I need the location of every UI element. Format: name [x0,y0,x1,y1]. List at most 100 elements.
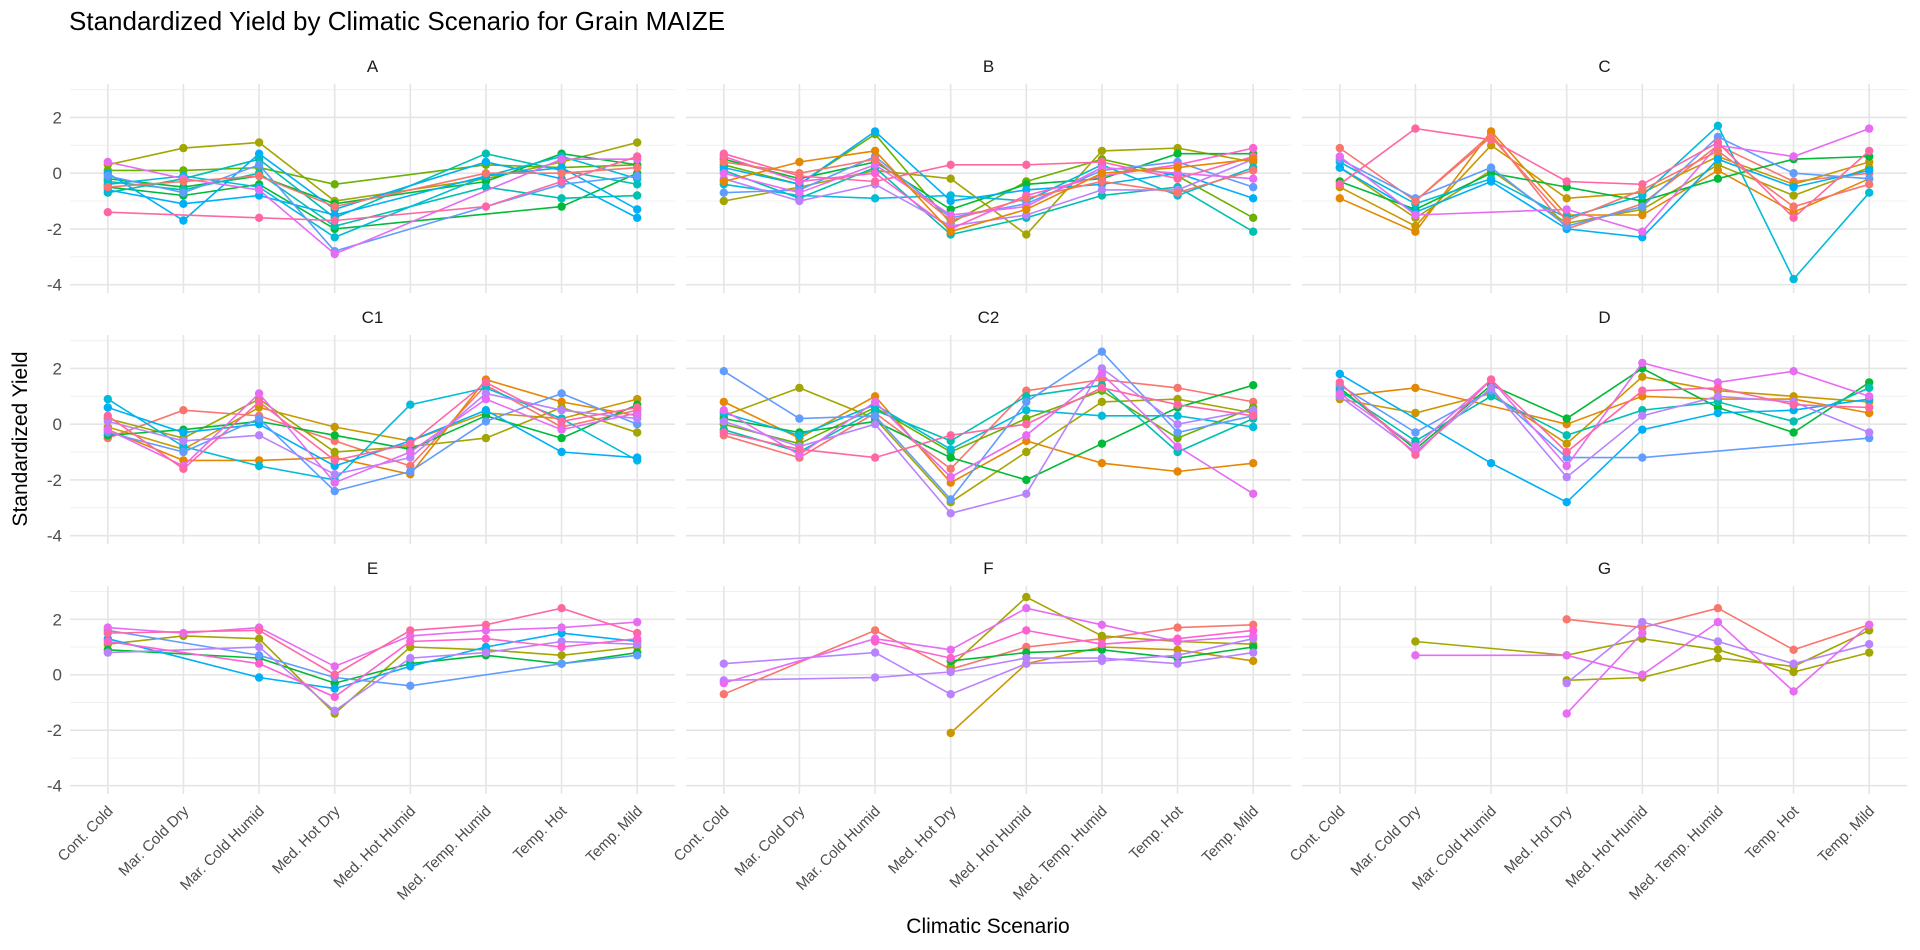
data-point [1249,381,1258,390]
data-point [1249,166,1258,175]
data-point [1097,653,1107,663]
data-point [1097,459,1107,468]
data-point [1097,146,1107,156]
data-point [1713,174,1723,183]
data-point [870,155,880,164]
data-point [330,422,339,432]
panel-label: C1 [362,308,384,327]
series-line [107,629,638,687]
data-point [795,196,804,206]
y-tick-label: 2 [53,359,62,378]
data-point [1638,453,1647,462]
series-line [1339,361,1870,468]
data-point [557,202,566,211]
data-point [1638,617,1647,627]
data-point [254,171,264,181]
data-point [1335,194,1345,203]
series-line [723,158,1254,222]
data-point [1638,386,1647,395]
data-point [1022,447,1031,457]
data-point [1486,459,1496,468]
series-line [723,152,1254,183]
data-point [179,177,188,186]
data-point [1249,648,1258,657]
data-point [1789,428,1798,437]
x-tick-label: Mar. Cold Dry [731,802,808,879]
data-point [1789,182,1798,192]
data-point [1022,489,1031,498]
data-point [1022,653,1031,663]
series-line [1339,127,1870,219]
data-point [103,403,113,412]
data-point [633,191,642,200]
data-point [1486,375,1496,384]
data-point [254,389,264,398]
data-point [946,495,955,504]
data-point [870,637,880,646]
x-tick-label: Cont. Cold [55,803,117,865]
series-line [1339,387,1870,442]
data-point [1713,653,1723,663]
data-point [481,417,491,426]
data-point [719,157,728,167]
data-point [1713,138,1723,147]
x-tick-label: Cont. Cold [671,803,733,865]
data-point [330,456,339,465]
data-point [1335,163,1345,172]
data-point [719,367,728,376]
x-tick-label: Temp. Hot [510,802,571,863]
data-point [1173,442,1182,451]
data-point [946,174,955,183]
data-point [870,420,880,429]
data-point [1789,152,1798,161]
data-point [254,626,264,635]
series-line [107,155,638,222]
data-point [1097,157,1107,167]
panel-label: F [983,559,993,578]
data-point [557,417,566,426]
data-point [1562,205,1571,214]
series-line [1339,158,1870,239]
data-point [330,470,339,479]
data-point [1022,160,1031,169]
data-point [1249,411,1258,420]
data-point [1713,604,1723,613]
data-point [103,208,113,217]
data-point [481,169,491,178]
series-line [1339,367,1870,451]
data-point [1097,631,1107,641]
y-tick-label: -4 [47,777,62,796]
data-point [481,157,491,167]
data-point [1022,406,1031,415]
data-point [1713,121,1723,130]
data-point [870,146,880,156]
data-point [719,417,728,426]
data-point [179,428,188,437]
data-point [1638,628,1647,638]
series-line [723,389,1254,453]
x-tick-label: Med. Hot Humid [1562,803,1651,892]
data-point [1097,369,1107,379]
data-point [1562,678,1571,688]
series-line [1339,144,1870,228]
data-point [1411,221,1420,231]
data-point [1865,640,1874,649]
series-line [723,166,1254,236]
data-point [1173,163,1182,172]
series-line [107,406,638,467]
data-point [1249,174,1258,183]
series-line [874,629,1254,659]
data-point [1335,152,1345,161]
data-point [1173,634,1182,643]
data-point [1562,472,1571,482]
data-point [1249,459,1258,468]
y-tick-label: -4 [47,276,62,295]
data-point [946,645,955,654]
data-point [1173,149,1182,158]
data-point [1097,397,1107,407]
x-tick-label: Temp. Mild [1815,803,1878,866]
data-point [1173,411,1182,420]
data-point [254,651,264,660]
